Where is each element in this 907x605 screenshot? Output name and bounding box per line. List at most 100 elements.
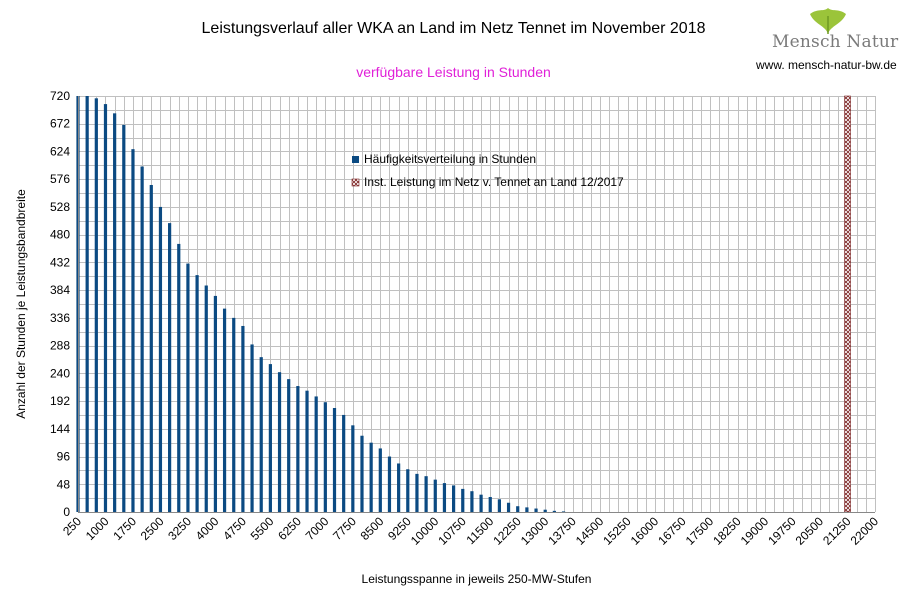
bar (433, 479, 437, 512)
bar (268, 364, 272, 512)
x-tick-label: 3250 (165, 514, 194, 543)
y-tick-label: 144 (50, 422, 70, 436)
bar (424, 476, 428, 512)
ginkgo-leaf-icon (810, 8, 846, 34)
y-tick-label: 240 (50, 366, 70, 380)
bar (543, 509, 547, 512)
bar (241, 325, 245, 512)
x-tick-label: 13000 (518, 514, 552, 548)
bar (497, 499, 501, 512)
bar (470, 491, 474, 512)
bar (305, 390, 309, 512)
bar (296, 386, 300, 512)
bar (452, 485, 456, 512)
y-tick-label: 624 (50, 144, 70, 158)
x-tick-label: 1000 (83, 514, 112, 543)
bar (158, 206, 163, 512)
logo-name: Mensch Natur (772, 32, 899, 52)
bar (232, 317, 236, 512)
x-tick-label: 5500 (248, 514, 277, 543)
bar (140, 166, 144, 513)
bar (415, 473, 419, 512)
bar (131, 149, 135, 512)
bar (552, 510, 556, 512)
bar (360, 435, 364, 512)
x-tick-label: 20500 (793, 514, 827, 548)
bar (277, 372, 282, 512)
bar (149, 184, 153, 513)
bar (525, 507, 529, 512)
x-tick-label: 11500 (463, 514, 496, 547)
bar (516, 506, 520, 512)
bar (213, 295, 218, 512)
x-tick-label: 10000 (408, 514, 442, 548)
x-tick-label: 1750 (110, 514, 139, 543)
x-tick-label: 17500 (683, 514, 717, 548)
bar (122, 124, 126, 512)
logo-url: www. mensch-natur-bw.de (756, 58, 897, 72)
bar (259, 357, 263, 512)
bar (479, 494, 483, 512)
y-tick-label: 432 (50, 255, 70, 269)
x-tick-label: 18250 (710, 514, 744, 548)
bar (186, 263, 190, 512)
bar (177, 243, 181, 512)
chart-subtitle: verfügbare Leistung in Stunden (356, 64, 551, 80)
x-tick-label: 16750 (655, 514, 689, 548)
bar (378, 448, 382, 512)
bar (323, 402, 327, 512)
x-tick-label: 6250 (275, 514, 304, 543)
x-tick-label: 4000 (193, 514, 222, 543)
bar (387, 456, 392, 512)
bar (204, 285, 208, 512)
y-tick-label: 288 (50, 339, 70, 353)
y-tick-label: 576 (50, 172, 70, 186)
y-tick-label: 192 (50, 394, 70, 408)
bar (113, 113, 117, 512)
x-tick-label: 13750 (545, 514, 579, 548)
y-tick-label: 672 (50, 117, 70, 131)
legend-swatch-frequency (352, 156, 359, 163)
bar (488, 496, 492, 512)
bar (351, 425, 355, 512)
legend-swatch-installed (351, 178, 360, 187)
bar (332, 408, 337, 512)
bar (85, 96, 89, 512)
x-tick-label: 8500 (358, 514, 387, 543)
bar (506, 502, 511, 512)
y-tick-label: 528 (50, 200, 70, 214)
y-tick-label: 384 (50, 283, 70, 297)
x-tick-label: 7000 (303, 514, 332, 543)
x-tick-label: 16000 (628, 514, 662, 548)
bar (250, 344, 254, 512)
x-axis-title: Leistungsspanne in jeweils 250-MW-Stufen (361, 572, 592, 586)
x-tick-label: 22000 (848, 514, 882, 548)
bar (287, 379, 291, 512)
bar (195, 275, 199, 512)
bar (222, 308, 227, 512)
bar (534, 508, 538, 512)
y-tick-label: 96 (57, 450, 71, 464)
x-tick-label: 15250 (600, 514, 634, 548)
y-tick-label: 720 (50, 89, 70, 103)
bar (461, 488, 465, 512)
bar (94, 98, 98, 512)
bar (369, 442, 373, 512)
x-tick-label: 14500 (573, 514, 607, 548)
bar (168, 223, 172, 513)
y-tick-label: 48 (57, 477, 71, 491)
bar (397, 463, 401, 512)
x-tick-label: 19000 (738, 514, 772, 548)
y-tick-label: 336 (50, 311, 70, 325)
legend-label-installed: Inst. Leistung im Netz v. Tennet an Land… (364, 175, 624, 189)
legend-label-frequency: Häufigkeitsverteilung in Stunden (364, 152, 536, 166)
x-tick-label: 2500 (138, 514, 167, 543)
bar (314, 396, 318, 512)
x-tick-label: 4750 (220, 514, 249, 543)
bar (103, 104, 108, 512)
y-tick-label: 480 (50, 228, 70, 242)
bar (561, 511, 566, 512)
x-tick-label: 10750 (435, 514, 469, 548)
legend: Häufigkeitsverteilung in Stunden Inst. Le… (351, 152, 624, 189)
